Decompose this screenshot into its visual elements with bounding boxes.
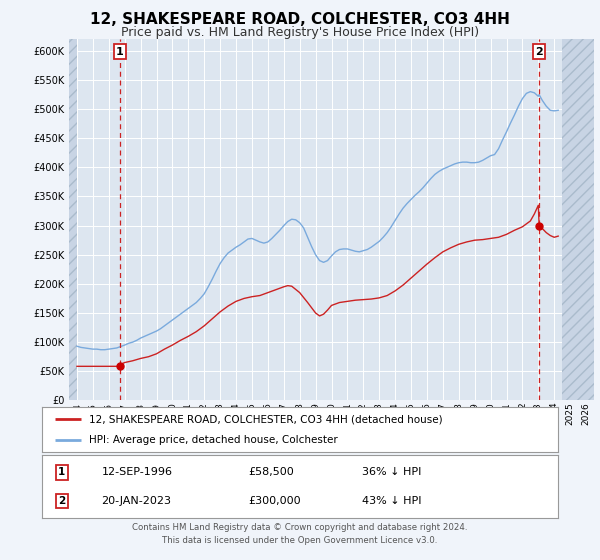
Text: 1: 1 <box>58 467 65 477</box>
Text: Contains HM Land Registry data © Crown copyright and database right 2024.
This d: Contains HM Land Registry data © Crown c… <box>132 523 468 544</box>
Text: £58,500: £58,500 <box>248 467 294 477</box>
Text: Price paid vs. HM Land Registry's House Price Index (HPI): Price paid vs. HM Land Registry's House … <box>121 26 479 39</box>
Text: HPI: Average price, detached house, Colchester: HPI: Average price, detached house, Colc… <box>89 435 338 445</box>
Text: 2: 2 <box>535 47 543 57</box>
Text: 12, SHAKESPEARE ROAD, COLCHESTER, CO3 4HH: 12, SHAKESPEARE ROAD, COLCHESTER, CO3 4H… <box>90 12 510 27</box>
Text: £300,000: £300,000 <box>248 496 301 506</box>
Text: 12, SHAKESPEARE ROAD, COLCHESTER, CO3 4HH (detached house): 12, SHAKESPEARE ROAD, COLCHESTER, CO3 4H… <box>89 414 443 424</box>
Text: 2: 2 <box>58 496 65 506</box>
Text: 36% ↓ HPI: 36% ↓ HPI <box>362 467 421 477</box>
Text: 20-JAN-2023: 20-JAN-2023 <box>101 496 172 506</box>
Text: 12-SEP-1996: 12-SEP-1996 <box>101 467 172 477</box>
Text: 1: 1 <box>116 47 124 57</box>
Text: 43% ↓ HPI: 43% ↓ HPI <box>362 496 421 506</box>
